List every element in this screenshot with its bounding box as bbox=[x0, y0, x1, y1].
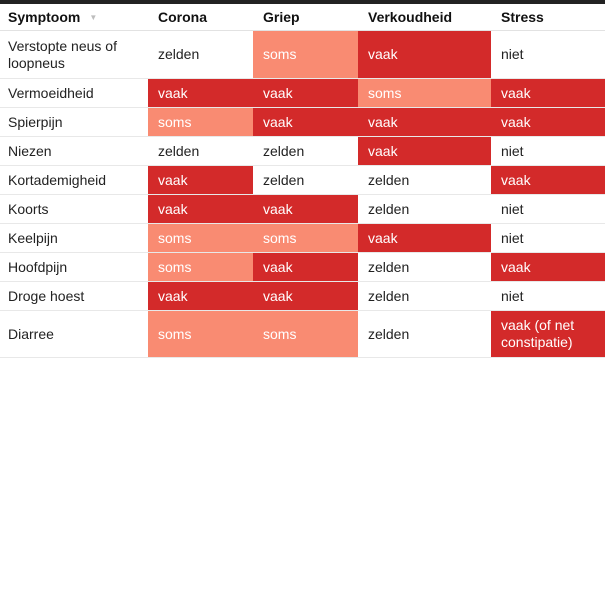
griep-cell: vaak bbox=[253, 252, 358, 282]
verkoudheid-cell: vaak bbox=[358, 136, 491, 166]
verkoudheid-cell: zelden bbox=[358, 281, 491, 311]
table-row: Koorts vaak vaak zelden niet bbox=[0, 194, 605, 224]
corona-cell: soms bbox=[148, 223, 253, 253]
stress-cell: niet bbox=[491, 194, 605, 224]
griep-cell: soms bbox=[253, 223, 358, 253]
table-row: Diarree soms soms zelden vaak (of net co… bbox=[0, 310, 605, 358]
corona-cell: vaak bbox=[148, 194, 253, 224]
symptom-cell: Vermoeidheid bbox=[0, 78, 148, 108]
stress-cell: vaak bbox=[491, 252, 605, 282]
griep-cell: zelden bbox=[253, 136, 358, 166]
top-border bbox=[0, 0, 605, 4]
verkoudheid-cell: zelden bbox=[358, 310, 491, 358]
stress-cell: vaak bbox=[491, 78, 605, 108]
stress-cell: niet bbox=[491, 30, 605, 79]
corona-cell: soms bbox=[148, 252, 253, 282]
table-row: Niezen zelden zelden vaak niet bbox=[0, 136, 605, 166]
header-row: Symptoom ▼ Corona Griep Verkoudheid Stres… bbox=[0, 4, 605, 31]
stress-cell: niet bbox=[491, 281, 605, 311]
table-row: Droge hoest vaak vaak zelden niet bbox=[0, 281, 605, 311]
symptom-cell: Droge hoest bbox=[0, 281, 148, 311]
corona-cell: vaak bbox=[148, 281, 253, 311]
sort-down-triangle-icon[interactable]: ▼ bbox=[89, 13, 98, 22]
symptom-cell: Niezen bbox=[0, 136, 148, 166]
stress-cell: vaak bbox=[491, 165, 605, 195]
verkoudheid-cell: zelden bbox=[358, 194, 491, 224]
table-row: Spierpijn soms vaak vaak vaak bbox=[0, 107, 605, 137]
verkoudheid-cell: soms bbox=[358, 78, 491, 108]
symptom-table: Symptoom ▼ Corona Griep Verkoudheid Stres… bbox=[0, 4, 605, 358]
stress-cell: vaak (of net constipatie) bbox=[491, 310, 605, 358]
symptom-cell: Kortademigheid bbox=[0, 165, 148, 195]
griep-cell: vaak bbox=[253, 194, 358, 224]
griep-cell: zelden bbox=[253, 165, 358, 195]
verkoudheid-cell: zelden bbox=[358, 165, 491, 195]
symptom-cell: Diarree bbox=[0, 310, 148, 358]
griep-cell: soms bbox=[253, 30, 358, 79]
header-corona[interactable]: Corona bbox=[148, 4, 253, 31]
stress-cell: niet bbox=[491, 136, 605, 166]
griep-cell: soms bbox=[253, 310, 358, 358]
symptom-cell: Hoofdpijn bbox=[0, 252, 148, 282]
verkoudheid-cell: zelden bbox=[358, 252, 491, 282]
header-symptoom[interactable]: Symptoom ▼ bbox=[0, 4, 148, 31]
table-row: Keelpijn soms soms vaak niet bbox=[0, 223, 605, 253]
symptom-cell: Spierpijn bbox=[0, 107, 148, 137]
table-row: Hoofdpijn soms vaak zelden vaak bbox=[0, 252, 605, 282]
header-griep[interactable]: Griep bbox=[253, 4, 358, 31]
table-row: Vermoeidheid vaak vaak soms vaak bbox=[0, 78, 605, 108]
table-row: Verstopte neus of loopneus zelden soms v… bbox=[0, 30, 605, 79]
corona-cell: zelden bbox=[148, 136, 253, 166]
griep-cell: vaak bbox=[253, 78, 358, 108]
header-label: Symptoom bbox=[8, 9, 81, 25]
stress-cell: niet bbox=[491, 223, 605, 253]
verkoudheid-cell: vaak bbox=[358, 223, 491, 253]
header-verkoudheid[interactable]: Verkoudheid bbox=[358, 4, 491, 31]
corona-cell: vaak bbox=[148, 78, 253, 108]
corona-cell: zelden bbox=[148, 30, 253, 79]
table-row: Kortademigheid vaak zelden zelden vaak bbox=[0, 165, 605, 195]
stress-cell: vaak bbox=[491, 107, 605, 137]
corona-cell: soms bbox=[148, 310, 253, 358]
griep-cell: vaak bbox=[253, 281, 358, 311]
griep-cell: vaak bbox=[253, 107, 358, 137]
symptom-cell: Koorts bbox=[0, 194, 148, 224]
header-stress[interactable]: Stress bbox=[491, 4, 605, 31]
corona-cell: vaak bbox=[148, 165, 253, 195]
verkoudheid-cell: vaak bbox=[358, 107, 491, 137]
symptom-cell: Keelpijn bbox=[0, 223, 148, 253]
corona-cell: soms bbox=[148, 107, 253, 137]
verkoudheid-cell: vaak bbox=[358, 30, 491, 79]
symptom-cell: Verstopte neus of loopneus bbox=[0, 30, 148, 79]
